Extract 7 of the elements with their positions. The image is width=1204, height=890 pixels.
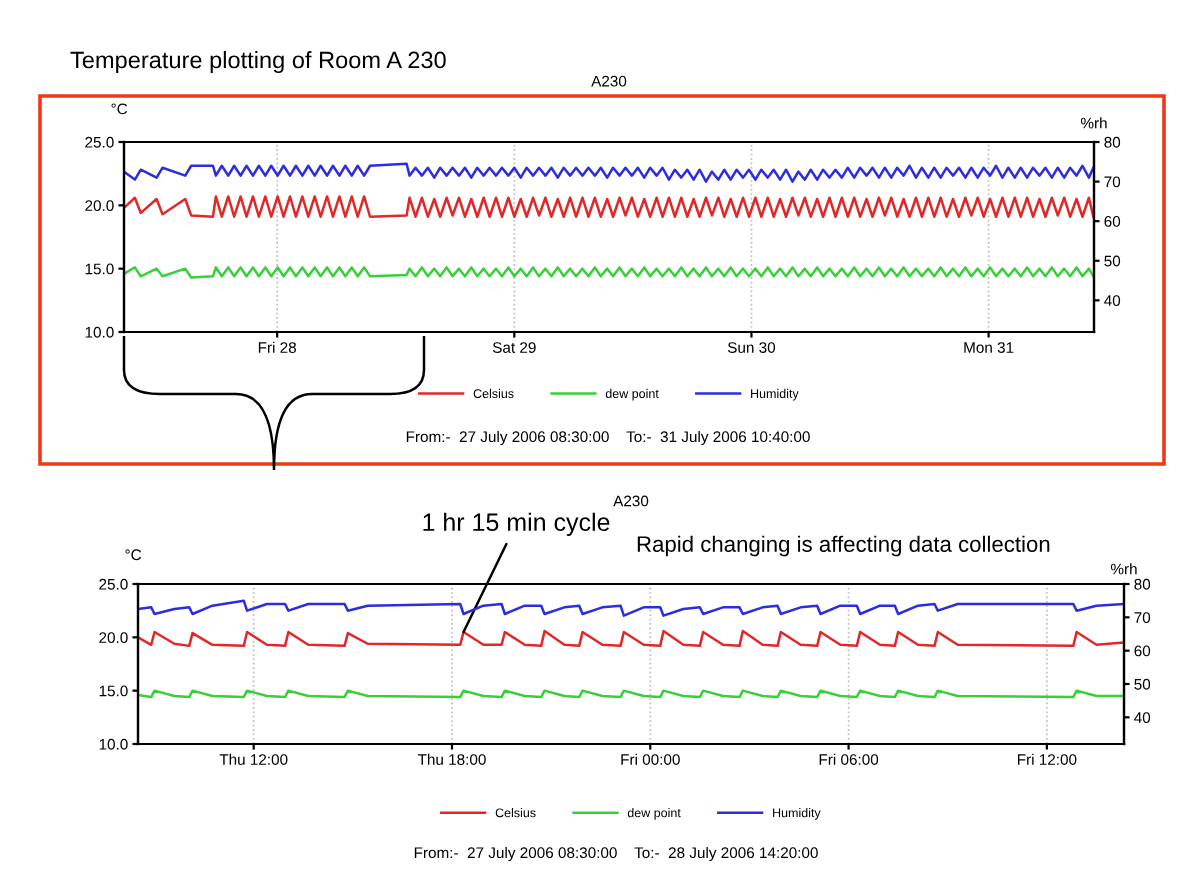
line-series <box>124 162 1094 183</box>
line-series <box>124 195 1094 218</box>
text: Temperature plotting of Room A 230 <box>70 51 446 74</box>
line-series <box>138 629 1124 648</box>
line-series <box>138 599 1124 617</box>
annotation: 1 hr 15 min cycle <box>423 512 610 536</box>
text: Rapid changing is affecting data collection <box>637 535 1050 557</box>
